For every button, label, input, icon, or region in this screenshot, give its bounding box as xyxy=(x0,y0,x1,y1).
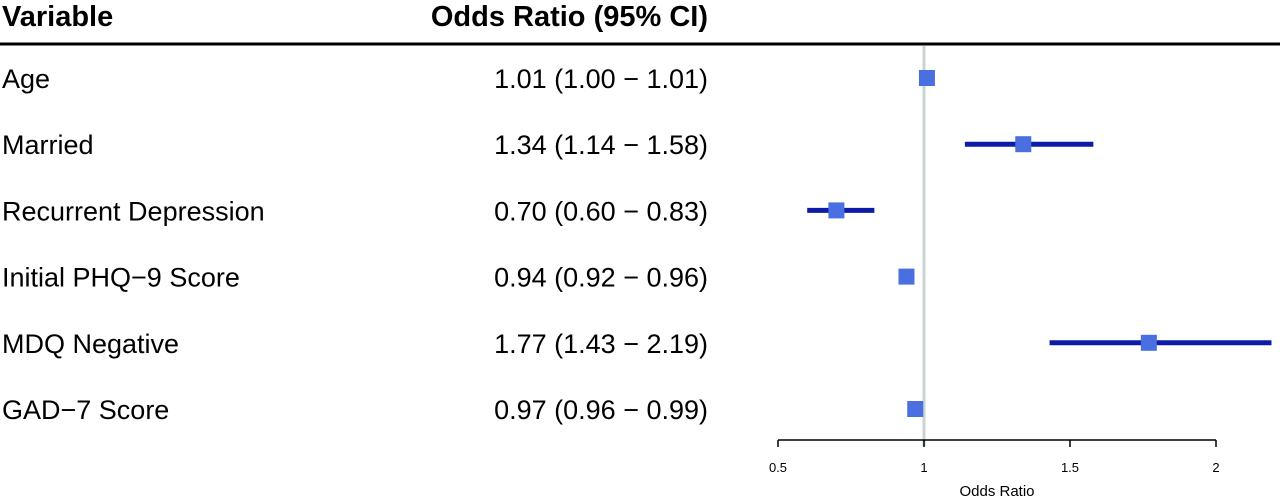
row-variable-label: Initial PHQ−9 Score xyxy=(2,263,240,293)
row-odds-ratio-text: 1.77 (1.43 − 2.19) xyxy=(494,329,708,359)
header-variable: Variable xyxy=(2,1,113,33)
table-row: MDQ Negative 1.77 (1.43 − 2.19) xyxy=(2,329,1272,359)
table-row: Recurrent Depression 0.70 (0.60 − 0.83) xyxy=(2,196,875,226)
odds-ratio-point xyxy=(1015,136,1032,153)
table-row: Married 1.34 (1.14 − 1.58) xyxy=(2,130,1094,160)
header-odds-ratio: Odds Ratio (95% CI) xyxy=(431,1,708,33)
row-variable-label: GAD−7 Score xyxy=(2,395,169,425)
table-row: GAD−7 Score 0.97 (0.96 − 0.99) xyxy=(2,395,924,425)
x-axis: 0.5 1 1.5 2 Odds Ratio xyxy=(769,439,1220,498)
row-odds-ratio-text: 1.01 (1.00 − 1.01) xyxy=(494,64,708,94)
odds-ratio-point xyxy=(898,268,915,285)
x-tick-label: 0.5 xyxy=(769,460,787,475)
x-tick-label: 1 xyxy=(920,460,927,475)
odds-ratio-point xyxy=(918,70,935,86)
x-axis-title: Odds Ratio xyxy=(959,483,1034,498)
table-row: Initial PHQ−9 Score 0.94 (0.92 − 0.96) xyxy=(2,263,915,293)
row-odds-ratio-text: 0.94 (0.92 − 0.96) xyxy=(494,263,708,293)
row-variable-label: Recurrent Depression xyxy=(2,196,265,226)
rows-layer: Age 1.01 (1.00 − 1.01) Married 1.34 (1.14 −… xyxy=(2,64,1272,425)
odds-ratio-point xyxy=(907,401,924,417)
row-odds-ratio-text: 0.97 (0.96 − 0.99) xyxy=(494,395,708,425)
x-tick-label: 2 xyxy=(1212,460,1219,475)
odds-ratio-point xyxy=(1140,334,1157,351)
row-variable-label: Age xyxy=(2,64,50,94)
x-tick-label: 1.5 xyxy=(1061,460,1079,475)
row-odds-ratio-text: 0.70 (0.60 − 0.83) xyxy=(494,196,708,226)
row-odds-ratio-text: 1.34 (1.14 − 1.58) xyxy=(494,130,708,160)
odds-ratio-point xyxy=(828,202,845,219)
row-variable-label: MDQ Negative xyxy=(2,329,179,359)
row-variable-label: Married xyxy=(2,130,94,160)
table-row: Age 1.01 (1.00 − 1.01) xyxy=(2,64,935,94)
